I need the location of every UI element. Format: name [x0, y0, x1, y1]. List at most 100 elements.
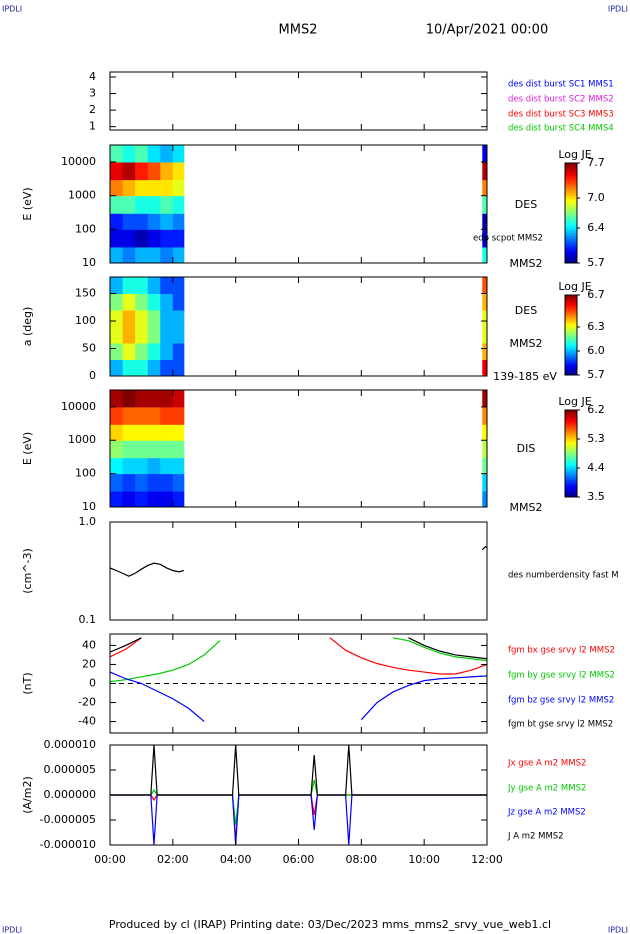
y-tick-label: 2 [89, 103, 96, 116]
spectrogram-cell [160, 359, 174, 376]
spectrogram-cell [135, 473, 149, 492]
spectrogram-cell [160, 390, 174, 408]
colorbar-tick-label: 6.0 [587, 344, 605, 357]
colorbar-swatch [565, 238, 577, 241]
colorbar-swatch [565, 230, 577, 234]
y-axis-label: a (deg) [21, 307, 34, 347]
colorbar-swatch [565, 466, 577, 470]
y-tick-label: 50 [82, 342, 96, 355]
colorbar-swatch [565, 233, 577, 236]
colorbar-swatch [565, 307, 577, 310]
colorbar-swatch [565, 309, 577, 312]
spectrogram-cell [147, 277, 161, 294]
spectrogram-cell [160, 310, 174, 327]
y-tick-label: 10000 [61, 400, 96, 413]
y-tick-label: 1 [89, 120, 96, 133]
spectrogram-cell [147, 491, 161, 507]
plot-area [110, 745, 487, 845]
spectrogram-cell [482, 229, 487, 248]
colorbar-swatch [565, 240, 577, 244]
legend-entry: des dist burst SC1 MMS1 [508, 80, 614, 90]
y-tick-label: 1000 [68, 433, 96, 446]
colorbar-swatch [565, 305, 577, 308]
spectrogram-cell [482, 213, 487, 230]
spectrogram-cell [147, 457, 161, 475]
spectrogram-cell [172, 343, 185, 360]
spectrogram-cell [147, 229, 161, 248]
spectrogram-cell [147, 246, 161, 263]
colorbar-swatch [565, 168, 577, 171]
spectrogram-cell [172, 179, 185, 197]
colorbar-swatch [565, 337, 577, 340]
colorbar-swatch [565, 183, 577, 186]
spectrogram-cell [110, 195, 124, 214]
colorbar-swatch [565, 470, 577, 474]
plot-area [110, 145, 487, 263]
colorbar-tick-label: 5.7 [587, 256, 605, 269]
spectrogram-cell [135, 457, 149, 475]
colorbar-swatch [565, 198, 577, 201]
spectrogram-cell [482, 406, 487, 425]
colorbar-swatch [565, 427, 577, 431]
colorbar-swatch [565, 477, 577, 481]
colorbar-swatch [565, 213, 577, 216]
colorbar-frame [564, 294, 578, 376]
panel-label: DIS [517, 442, 536, 455]
spectrogram-cell [172, 440, 185, 459]
spectrogram-cell [482, 277, 487, 294]
colorbar-swatch [565, 486, 577, 489]
spectrogram-cell [172, 310, 185, 327]
colorbar-tick-label: 3.5 [587, 490, 605, 503]
colorbar-swatch [565, 170, 577, 174]
colorbar-swatch [565, 365, 577, 368]
spectrogram-cell [135, 246, 149, 263]
colorbar-swatch [565, 195, 577, 199]
spectrogram-cell [172, 229, 185, 248]
spectrogram-cell [160, 162, 174, 181]
colorbar-swatch [565, 200, 577, 204]
y-tick-label: 150 [75, 287, 96, 300]
panel-label: MMS2 [510, 337, 543, 350]
spectrogram-cell [135, 293, 149, 311]
spectrogram-cell [110, 145, 124, 163]
colorbar-swatch [565, 185, 577, 189]
spectrogram-cell [122, 406, 136, 425]
spectrogram-cell [122, 229, 136, 248]
spectrogram-cell [160, 424, 174, 441]
spectrogram-cell [135, 440, 149, 459]
spectrogram-cell [122, 326, 136, 344]
colorbar-swatch [565, 418, 577, 422]
spectrogram-cell [110, 390, 124, 408]
colorbar-swatch [565, 438, 577, 441]
y-tick-label: 3 [89, 87, 96, 100]
colorbar-swatch [565, 371, 577, 374]
spectrogram-cell [482, 424, 487, 441]
colorbar-swatch [565, 341, 577, 344]
colorbar-tick-label: 7.0 [587, 191, 605, 204]
colorbar-swatch [565, 429, 577, 433]
colorbar-swatch [565, 175, 577, 179]
colorbar-swatch [565, 339, 577, 342]
colorbar-swatch [565, 163, 577, 166]
spectrogram-cell [135, 277, 149, 294]
colorbar-swatch [565, 178, 577, 181]
colorbar-swatch [565, 453, 577, 457]
spectrogram-cell [135, 162, 149, 181]
spectrogram-cell [482, 491, 487, 507]
colorbar-swatch [565, 321, 577, 324]
spectrogram-cell [135, 195, 149, 214]
colorbar-swatch [565, 335, 577, 338]
colorbar-swatch [565, 235, 577, 239]
colorbar-swatch [565, 455, 577, 459]
spectrogram-cell [122, 424, 136, 441]
colorbar-swatch [565, 460, 577, 463]
colorbar-swatch [565, 253, 577, 256]
colorbar-swatch [565, 210, 577, 214]
spectrogram-cell [482, 390, 487, 408]
spectrogram-cell [147, 326, 161, 344]
spectrogram-cell [160, 491, 174, 507]
colorbar-swatch [565, 349, 577, 352]
spectrogram-cell [135, 310, 149, 327]
legend-entry: fgm bx gse srvy l2 MMS2 [508, 646, 615, 656]
y-tick-label: 0 [89, 369, 96, 382]
